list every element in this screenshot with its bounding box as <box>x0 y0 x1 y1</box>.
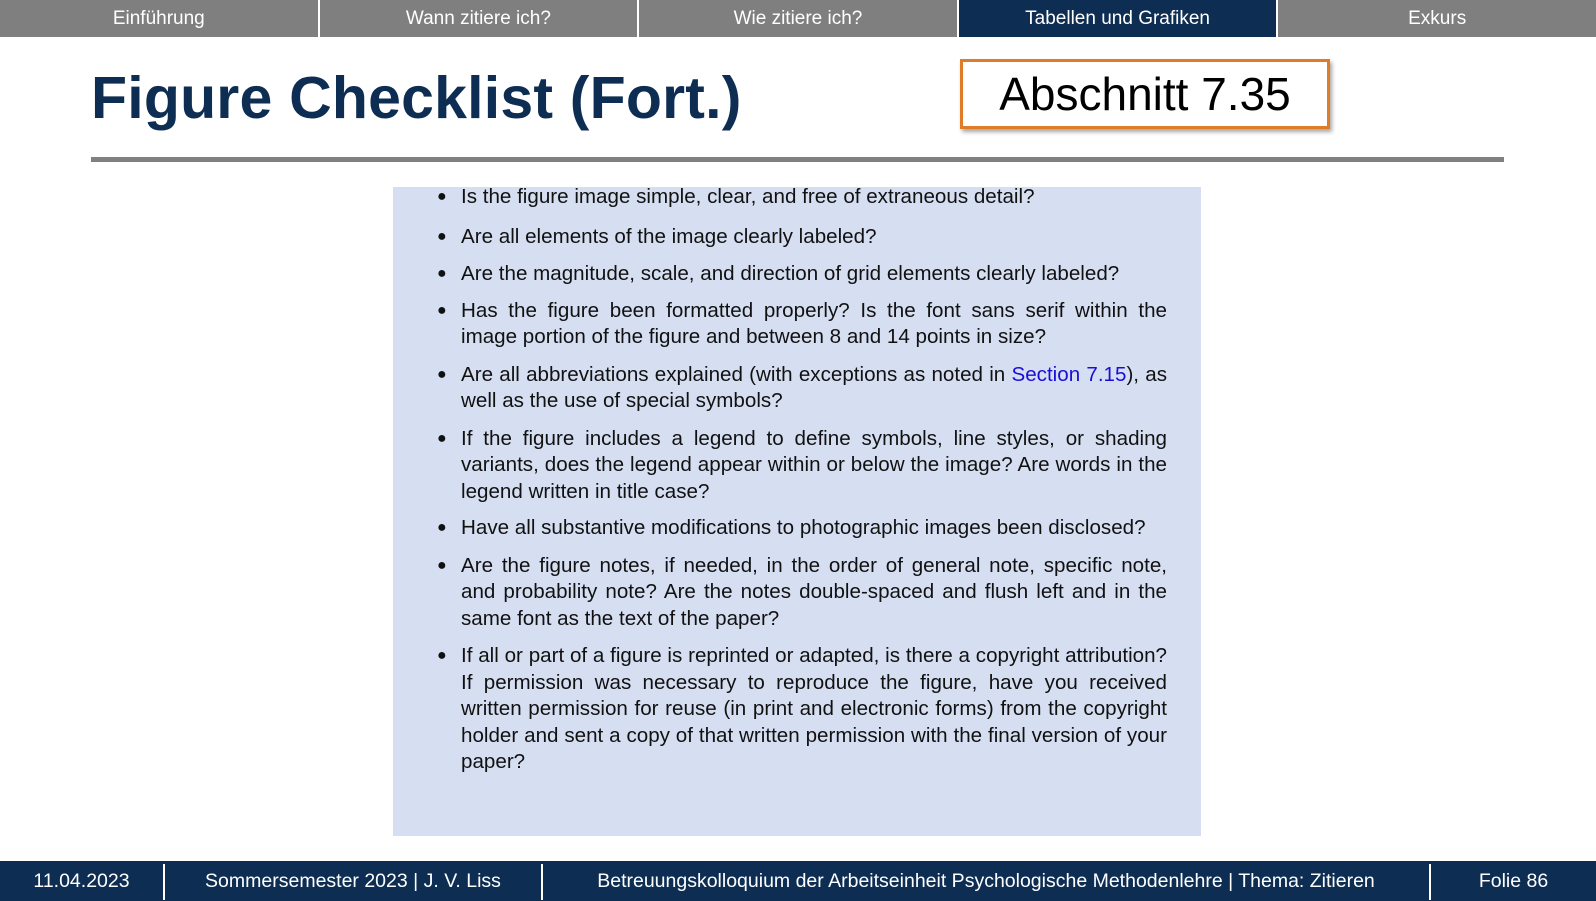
bullet-icon: ● <box>437 227 447 245</box>
section-reference-box: Abschnitt 7.35 <box>960 59 1330 129</box>
footer-divider <box>541 864 543 900</box>
checklist-item: ● Are the figure notes, if needed, in th… <box>437 553 1167 633</box>
section-reference-label: Abschnitt 7.35 <box>999 68 1291 120</box>
tab-einfuehrung[interactable]: Einführung <box>0 0 320 37</box>
checklist-item-text: Have all substantive modifications to ph… <box>461 516 1146 539</box>
tab-wann-zitiere-ich[interactable]: Wann zitiere ich? <box>320 0 640 37</box>
bullet-icon: ● <box>437 429 447 447</box>
title-divider <box>91 157 1504 162</box>
checklist-item-text: Has the figure been formatted properly? … <box>461 298 1167 349</box>
checklist-item: ● Are the magnitude, scale, and directio… <box>437 261 1167 288</box>
slide-footer: 11.04.2023 Sommersemester 2023 | J. V. L… <box>0 861 1596 901</box>
footer-date: 11.04.2023 <box>33 870 130 892</box>
bullet-icon: ● <box>437 519 447 536</box>
checklist-item-text: Are all elements of the image clearly la… <box>461 224 877 248</box>
checklist-item-text: Are the figure notes, if needed, in the … <box>461 553 1167 630</box>
slide-title: Figure Checklist (Fort.) <box>91 65 742 131</box>
checklist-item: ● If all or part of a figure is reprinte… <box>437 643 1167 776</box>
checklist-item-text-after: ), as well as the use of special symbols… <box>461 362 1167 413</box>
bullet-icon: ● <box>437 301 447 319</box>
bullet-icon: ● <box>437 265 447 282</box>
checklist-item: ● Are all elements of the image clearly … <box>437 224 1167 251</box>
checklist-item: ● Has the figure been formatted properly… <box>437 298 1167 351</box>
checklist-panel: ● Is the figure image simple, clear, and… <box>393 184 1201 836</box>
checklist-item: ● If the figure includes a legend to def… <box>437 426 1167 506</box>
footer-divider <box>163 864 165 900</box>
section-7-15-link[interactable]: Section 7.15 <box>1011 362 1127 386</box>
footer-slide-number: Folie 86 <box>1478 870 1549 892</box>
checklist-item: ● Are all abbreviations explained (with … <box>437 362 1167 415</box>
checklist-item-text-before: Are all abbreviations explained (with ex… <box>461 362 1012 386</box>
checklist-item-text: If the figure includes a legend to defin… <box>461 426 1167 503</box>
bullet-icon: ● <box>437 556 447 574</box>
checklist-item: ● Is the figure image simple, clear, and… <box>437 184 1167 211</box>
footer-semester-author: Sommersemester 2023 | J. V. Liss <box>205 870 501 892</box>
checklist-item: ● Have all substantive modifications to … <box>437 515 1167 542</box>
tab-exkurs[interactable]: Exkurs <box>1408 8 1467 29</box>
bullet-icon: ● <box>437 647 447 664</box>
bullet-icon: ● <box>437 365 447 383</box>
checklist-item-text: Are the magnitude, scale, and direction … <box>461 262 1120 285</box>
bullet-icon: ● <box>437 188 447 205</box>
footer-divider <box>1429 864 1431 900</box>
checklist-item-text: If all or part of a figure is reprinted … <box>461 644 1167 773</box>
checklist: ● Is the figure image simple, clear, and… <box>437 184 1167 776</box>
checklist-item-text: Is the figure image simple, clear, and f… <box>461 185 1035 208</box>
top-navigation: Einführung Wann zitiere ich? Wie zitiere… <box>0 0 1596 37</box>
footer-course-title: Betreuungskolloquium der Arbeitseinheit … <box>597 870 1375 892</box>
tab-tabellen-und-grafiken[interactable]: Tabellen und Grafiken <box>958 0 1279 37</box>
tab-wie-zitiere-ich[interactable]: Wie zitiere ich? <box>639 0 959 37</box>
